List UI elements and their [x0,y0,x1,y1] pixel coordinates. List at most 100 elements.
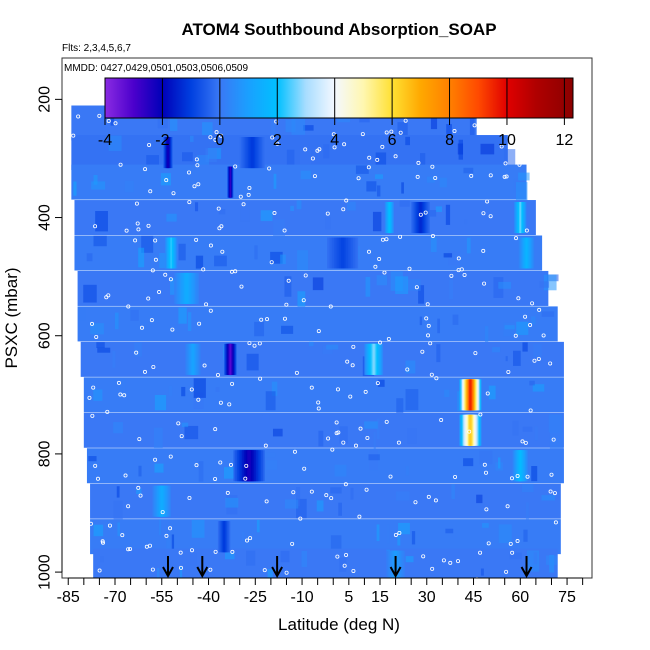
heat-streak [191,520,205,538]
heat-streak [246,353,259,371]
sample-point [123,473,128,478]
sample-point [456,559,461,564]
sample-point [284,570,289,575]
heat-streak [296,498,307,519]
heat-streak [426,176,435,183]
heat-streak [458,139,464,160]
sample-point [536,356,541,361]
x-tick-label-6: 5 [344,589,353,606]
sample-point [403,118,408,123]
heat-streak [364,421,378,429]
heat-streak [221,136,230,147]
y-tick-label-1: 400 [37,204,54,231]
heat-streak [338,502,342,516]
sample-point [517,162,522,167]
heat-streak [377,379,385,387]
sample-point [239,284,244,289]
sample-point [301,298,306,303]
colorbar-tick-label-8: 12 [555,132,573,149]
heat-streak [515,182,528,204]
sample-point [407,266,412,271]
sample-point [220,249,225,254]
x-axis: -85 -70 -55 -40 -25 -10 5 15 30 45 60 75 [57,577,584,606]
heat-row-10 [83,412,564,448]
heat-streak [376,185,381,197]
sample-point [425,302,430,307]
colorbar-tick-label-4: 4 [330,132,339,149]
heat-streak [533,344,542,358]
sample-point [144,544,149,549]
heat-streak [178,307,187,324]
heat-streak [457,391,461,412]
heat-feature-5 [519,202,521,234]
sample-point [136,485,141,490]
sample-point [375,381,380,386]
sample-point [513,333,518,338]
sample-point [215,372,220,377]
sample-point [324,493,329,498]
sample-point [107,523,112,528]
heat-streak [407,279,421,291]
sample-point [91,385,96,390]
heat-streak [435,206,443,212]
x-tick-label-2: -55 [150,589,173,606]
sample-point [508,541,513,546]
sample-point [179,434,184,439]
x-tick-label-10: 60 [511,589,529,606]
flight-arrow-head-1 [196,566,209,579]
heat-streak [93,235,107,247]
sample-point [528,408,533,413]
sample-point [393,154,398,159]
heat-streak [523,529,528,542]
heat-streak [339,426,348,444]
sample-point [510,550,515,555]
heat-streak [464,219,468,225]
y-tick-label-4: 1000 [37,554,54,590]
heat-streak [420,153,426,171]
sample-point [330,447,335,452]
sample-point [530,301,535,306]
colorbar-tick-label-5: 6 [388,132,397,149]
sample-point [415,174,420,179]
sample-point [397,531,402,536]
heat-streak [190,552,197,566]
heat-streak [113,500,123,520]
sample-point [176,421,181,426]
heat-streak [189,135,194,142]
heat-streak [130,309,139,321]
heat-streak [395,115,402,122]
heat-streak [267,569,273,578]
heat-streak [318,430,324,447]
sample-point [548,489,553,494]
x-tick-label-5: -10 [290,589,313,606]
heat-streak [254,321,265,337]
sample-point [146,223,151,228]
sample-point [524,228,529,233]
heat-streak [170,278,177,295]
sample-point [168,277,173,282]
heat-streak [513,350,521,366]
heat-streak [541,311,555,317]
heat-streak [178,243,186,261]
sample-point [178,550,183,555]
heat-streak [93,524,104,537]
sample-point [378,340,383,345]
sample-point [282,228,287,233]
heat-streak [284,276,292,297]
heat-streak [205,148,217,162]
sample-point [113,121,118,126]
heat-streak [405,466,409,476]
flight-arrow-head-4 [520,566,533,579]
sample-point [312,174,317,179]
heat-streak [376,524,380,542]
sample-point [208,567,213,572]
sample-point [143,167,148,172]
heat-streak [154,394,167,411]
x-tick-label-9: 45 [465,589,483,606]
heat-streak [492,347,501,353]
heat-streak [529,380,535,386]
sample-point [244,463,249,468]
sample-point [452,129,457,134]
heat-streak [254,245,258,260]
sample-point [303,273,308,278]
